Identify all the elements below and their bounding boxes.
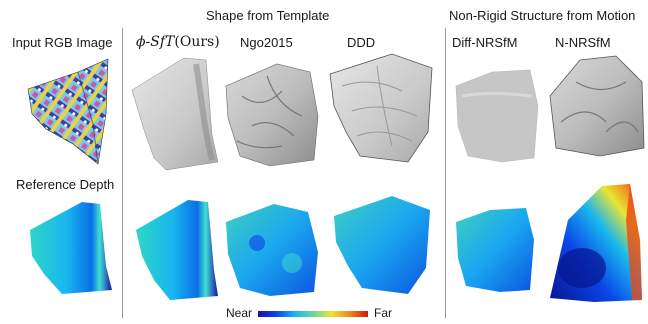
- ours-depth-map: [136, 200, 218, 300]
- label-ours-tag: (Ours): [174, 34, 220, 50]
- reference-depth-map: [30, 202, 112, 294]
- label-n-nrsfm: N-NRSfM: [555, 35, 611, 50]
- group-header-nrsfm: Non-Rigid Structure from Motion: [449, 8, 636, 23]
- separator-left: [122, 28, 123, 318]
- ddd-depth-map: [334, 196, 430, 294]
- ours-shape: [131, 57, 219, 171]
- label-reference-depth: Reference Depth: [16, 177, 115, 192]
- n-nrsfm-shape: [549, 55, 645, 157]
- label-input-rgb: Input RGB Image: [12, 35, 113, 50]
- depth-colorbar: [258, 311, 368, 317]
- ngo2015-shape: [225, 63, 319, 167]
- group-header-sft: Shape from Template: [206, 8, 330, 23]
- n-nrsfm-depth-map: [550, 184, 642, 302]
- ddd-shape: [329, 53, 433, 163]
- label-ddd: DDD: [347, 35, 376, 50]
- colorbar-far-label: Far: [374, 306, 392, 320]
- label-ours: ϕ-SfT(Ours): [136, 33, 220, 50]
- label-ours-symbol: ϕ-SfT: [136, 34, 175, 50]
- separator-right: [445, 28, 446, 318]
- ngo2015-depth-map: [226, 204, 318, 296]
- colorbar-near-label: Near: [226, 306, 253, 320]
- input-rgb-image: [27, 58, 109, 165]
- diff-nrsfm-shape: [455, 69, 539, 163]
- label-ngo2015: Ngo2015: [240, 35, 293, 50]
- label-diff-nrsfm: Diff-NRSfM: [452, 35, 518, 50]
- diff-nrsfm-depth-map: [456, 208, 534, 292]
